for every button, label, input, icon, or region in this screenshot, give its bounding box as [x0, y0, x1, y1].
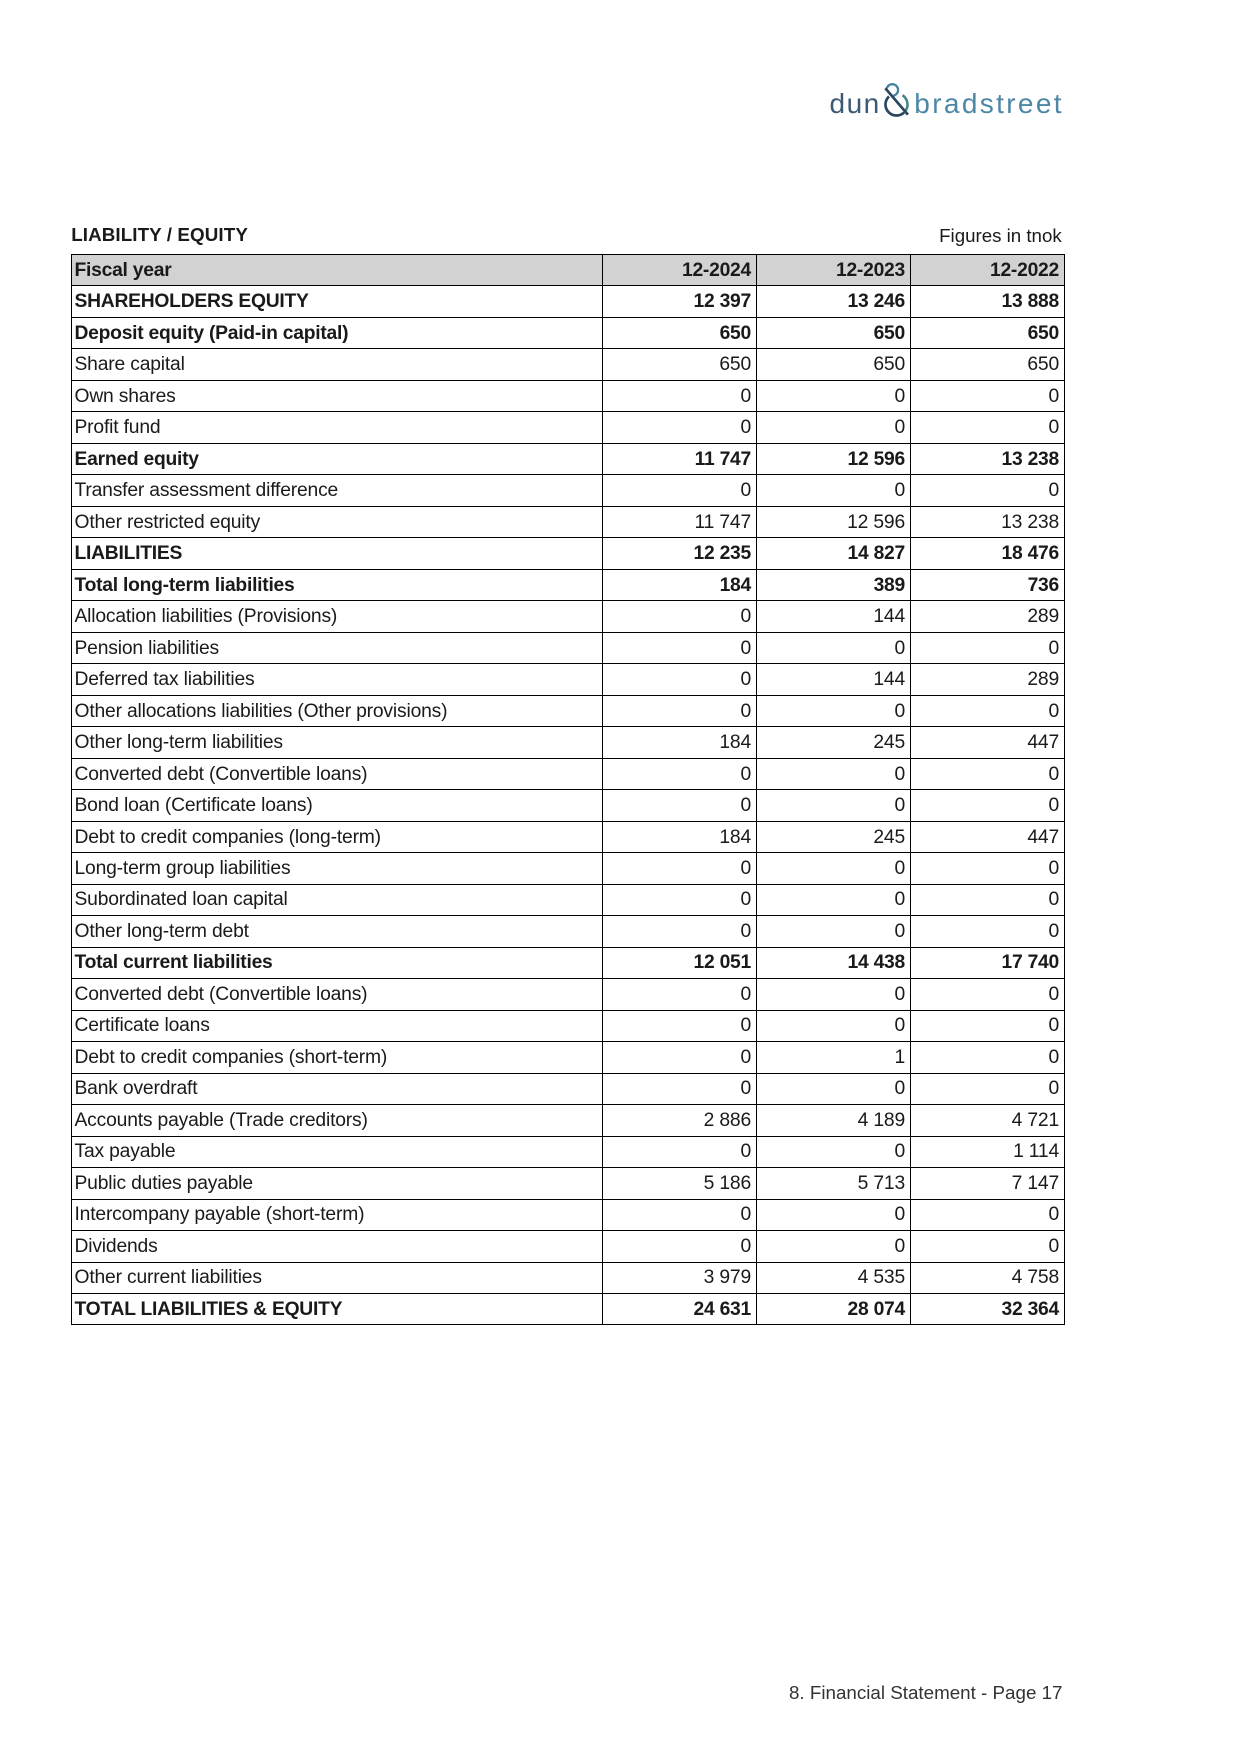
- svg-text:dun: dun: [830, 88, 881, 119]
- svg-text:bradstreet: bradstreet: [914, 88, 1064, 119]
